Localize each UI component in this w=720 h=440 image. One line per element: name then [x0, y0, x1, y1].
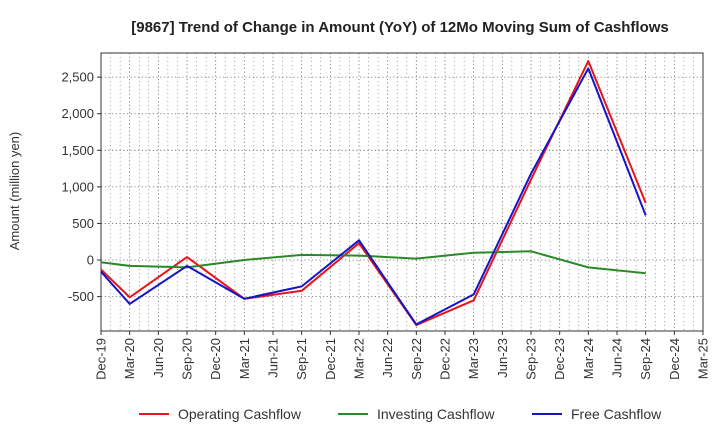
series-layer	[100, 60, 647, 327]
x-tick-label: Dec-24	[667, 338, 682, 380]
y-tick-label: 2,500	[61, 70, 94, 85]
x-tick-label: Dec-23	[552, 338, 567, 380]
x-tick-label: Sep-21	[294, 338, 309, 380]
series-line-operating-cashflow	[100, 60, 647, 327]
axes	[97, 52, 704, 335]
grid	[100, 53, 704, 331]
legend: Operating Cashflow Investing Cashflow Free…	[139, 406, 662, 422]
x-tick-label: Dec-21	[323, 338, 338, 380]
x-tick-label: Dec-20	[208, 338, 223, 380]
x-tick-label: Mar-22	[352, 338, 367, 379]
x-tick-label: Jun-22	[380, 338, 395, 378]
x-tick-label: Mar-24	[581, 338, 596, 379]
y-tick-label: 1,000	[61, 179, 94, 194]
x-tick-label: Dec-22	[438, 338, 453, 380]
x-tick-labels: Dec-19 Mar-20 Jun-20 Sep-20 Dec-20 Mar-21 Jun-…	[94, 338, 711, 380]
y-tick-label: 500	[72, 216, 94, 231]
legend-label-free-cashflow: Free Cashflow	[571, 406, 662, 422]
x-tick-label: Mar-25	[696, 338, 711, 379]
y-axis-label: Amount (million yen)	[7, 132, 22, 251]
plot-frame	[100, 52, 704, 332]
y-tick-label: 1,500	[61, 143, 94, 158]
x-tick-label: Jun-24	[610, 338, 625, 378]
y-tick-label: 0	[87, 253, 94, 268]
legend-label-operating-cashflow: Operating Cashflow	[178, 406, 302, 422]
x-tick-label: Sep-24	[638, 338, 653, 380]
y-tick-labels: -500 0 500 1,000 1,500 2,000 2,500	[61, 70, 94, 304]
chart-title: [9867] Trend of Change in Amount (YoY) o…	[131, 19, 669, 36]
y-tick-label: 2,000	[61, 106, 94, 121]
x-tick-label: Mar-20	[122, 338, 137, 379]
x-tick-label: Mar-21	[237, 338, 252, 379]
x-tick-label: Sep-20	[180, 338, 195, 380]
x-tick-label: Sep-22	[409, 338, 424, 380]
series-line-free-cashflow	[100, 67, 647, 326]
x-tick-label: Jun-20	[151, 338, 166, 378]
legend-label-investing-cashflow: Investing Cashflow	[377, 406, 495, 422]
x-tick-label: Dec-19	[94, 338, 109, 380]
x-tick-label: Jun-23	[495, 338, 510, 378]
x-tick-label: Jun-21	[266, 338, 281, 378]
x-tick-label: Mar-23	[466, 338, 481, 379]
x-tick-label: Sep-23	[524, 338, 539, 380]
y-tick-label: -500	[68, 289, 94, 304]
